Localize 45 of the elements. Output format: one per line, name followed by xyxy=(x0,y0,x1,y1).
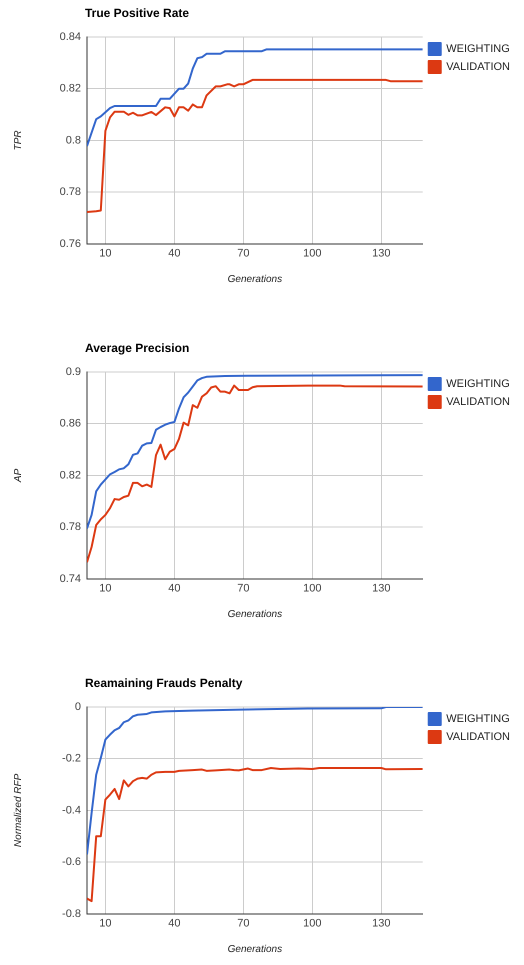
x-tick-label: 10 xyxy=(99,582,112,594)
y-tick-label: 0.78 xyxy=(60,186,81,198)
y-tick-label: 0.8 xyxy=(66,134,81,146)
y-tick-label: 0.86 xyxy=(60,418,81,430)
chart-title: True Positive Rate xyxy=(85,6,190,20)
y-tick-label: 0 xyxy=(74,701,81,714)
y-tick-label: 0.82 xyxy=(60,82,81,95)
x-tick-label: 10 xyxy=(99,917,112,930)
x-tick-label: 40 xyxy=(168,917,181,930)
x-tick-label: 70 xyxy=(237,917,250,930)
x-tick-label: 130 xyxy=(372,582,391,594)
y-axis-title: AP xyxy=(12,468,24,484)
y-tick-label: -0.2 xyxy=(62,752,81,765)
x-tick-label: 100 xyxy=(303,247,322,260)
x-tick-label: 100 xyxy=(303,917,322,930)
x-axis-title: Generations xyxy=(228,274,282,285)
legend-label: VALIDATION xyxy=(446,61,510,74)
y-tick-label: -0.6 xyxy=(62,856,81,868)
x-tick-label: 130 xyxy=(372,917,391,930)
chart-title: Average Precision xyxy=(85,341,190,355)
y-tick-label: 0.9 xyxy=(66,366,81,378)
x-tick-label: 40 xyxy=(168,247,181,260)
y-tick-label: 0.82 xyxy=(60,469,81,482)
legend-label: WEIGHTING xyxy=(446,43,510,56)
y-tick-label: -0.4 xyxy=(62,804,81,816)
x-tick-label: 70 xyxy=(237,247,250,260)
y-axis-title: Normalized RFP xyxy=(12,773,24,848)
x-tick-label: 100 xyxy=(303,582,322,594)
x-axis-title: Generations xyxy=(228,608,282,620)
x-axis-title: Generations xyxy=(228,944,282,955)
chart-title: Reamaining Frauds Penalty xyxy=(85,676,243,690)
legend-label: VALIDATION xyxy=(446,396,510,408)
y-tick-label: 0.78 xyxy=(60,521,81,534)
legend-label: WEIGHTING xyxy=(446,713,510,726)
x-tick-label: 10 xyxy=(99,247,112,260)
y-tick-label: 0.74 xyxy=(60,572,81,585)
y-tick-label: 0.76 xyxy=(60,238,81,250)
x-tick-label: 70 xyxy=(237,582,250,594)
x-tick-label: 130 xyxy=(372,247,391,260)
y-axis-title: TPR xyxy=(12,130,24,150)
y-tick-label: 0.84 xyxy=(60,31,81,44)
legend-label: VALIDATION xyxy=(446,731,510,744)
y-tick-label: -0.8 xyxy=(62,908,81,920)
legend-label: WEIGHTING xyxy=(446,378,510,390)
x-tick-label: 40 xyxy=(168,582,181,594)
